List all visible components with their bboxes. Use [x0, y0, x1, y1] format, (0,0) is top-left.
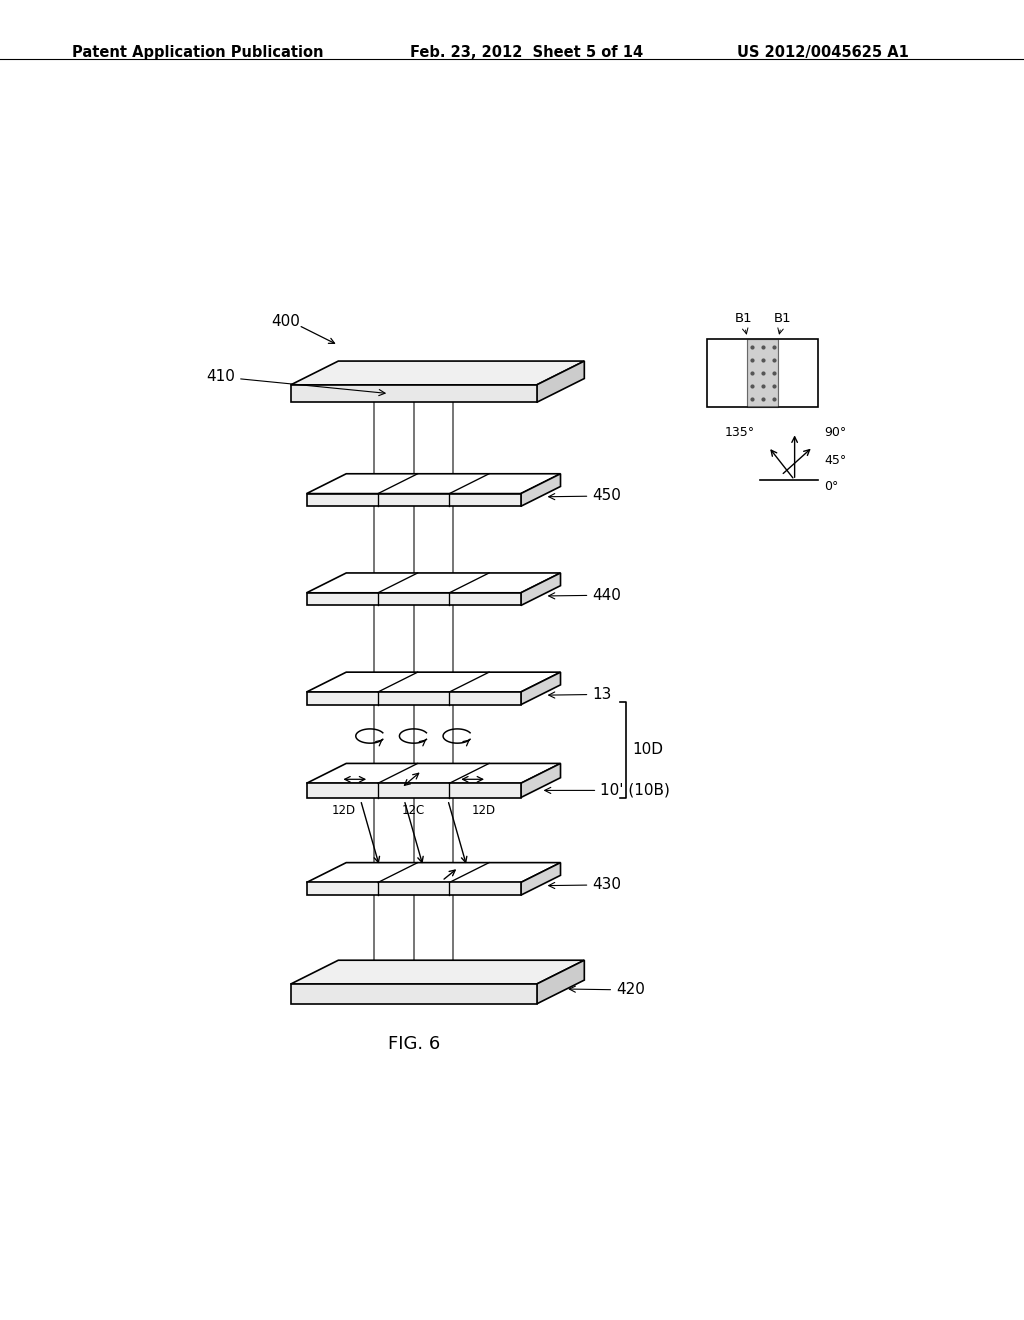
Polygon shape	[306, 474, 560, 494]
Text: 400: 400	[270, 314, 300, 329]
Text: 12C: 12C	[402, 804, 425, 817]
Polygon shape	[291, 960, 585, 983]
Bar	[708, 339, 818, 407]
Polygon shape	[306, 593, 521, 606]
Polygon shape	[306, 862, 560, 883]
Text: B1: B1	[734, 312, 753, 325]
Polygon shape	[291, 362, 585, 385]
Polygon shape	[306, 763, 560, 783]
Text: 410: 410	[206, 370, 385, 396]
Text: 45°: 45°	[824, 454, 846, 467]
Polygon shape	[537, 960, 585, 1005]
Polygon shape	[306, 494, 521, 507]
Polygon shape	[537, 362, 585, 403]
Text: 10D: 10D	[632, 742, 663, 758]
Text: 12D: 12D	[332, 804, 356, 817]
Text: 440: 440	[549, 587, 622, 603]
Polygon shape	[291, 983, 537, 1005]
Text: 450: 450	[549, 488, 622, 503]
Text: US 2012/0045625 A1: US 2012/0045625 A1	[737, 45, 909, 59]
Polygon shape	[306, 883, 521, 895]
Polygon shape	[521, 862, 560, 895]
Text: 135°: 135°	[725, 426, 755, 440]
Polygon shape	[521, 474, 560, 507]
Text: 12D: 12D	[471, 804, 496, 817]
Text: FIG. 6: FIG. 6	[387, 1035, 440, 1052]
Polygon shape	[291, 385, 537, 403]
Text: Feb. 23, 2012  Sheet 5 of 14: Feb. 23, 2012 Sheet 5 of 14	[410, 45, 643, 59]
Polygon shape	[521, 573, 560, 606]
Text: 10' (10B): 10' (10B)	[545, 783, 670, 797]
Polygon shape	[306, 692, 521, 705]
Bar	[748, 339, 778, 407]
Polygon shape	[306, 783, 521, 797]
Text: 420: 420	[569, 982, 645, 998]
Polygon shape	[521, 672, 560, 705]
Text: 90°: 90°	[824, 426, 846, 440]
Polygon shape	[306, 672, 560, 692]
Text: B1: B1	[773, 312, 792, 325]
Text: 0°: 0°	[824, 480, 839, 492]
Polygon shape	[521, 763, 560, 797]
Text: 430: 430	[549, 878, 622, 892]
Polygon shape	[306, 573, 560, 593]
Text: Patent Application Publication: Patent Application Publication	[72, 45, 324, 59]
Text: 13: 13	[549, 686, 611, 702]
